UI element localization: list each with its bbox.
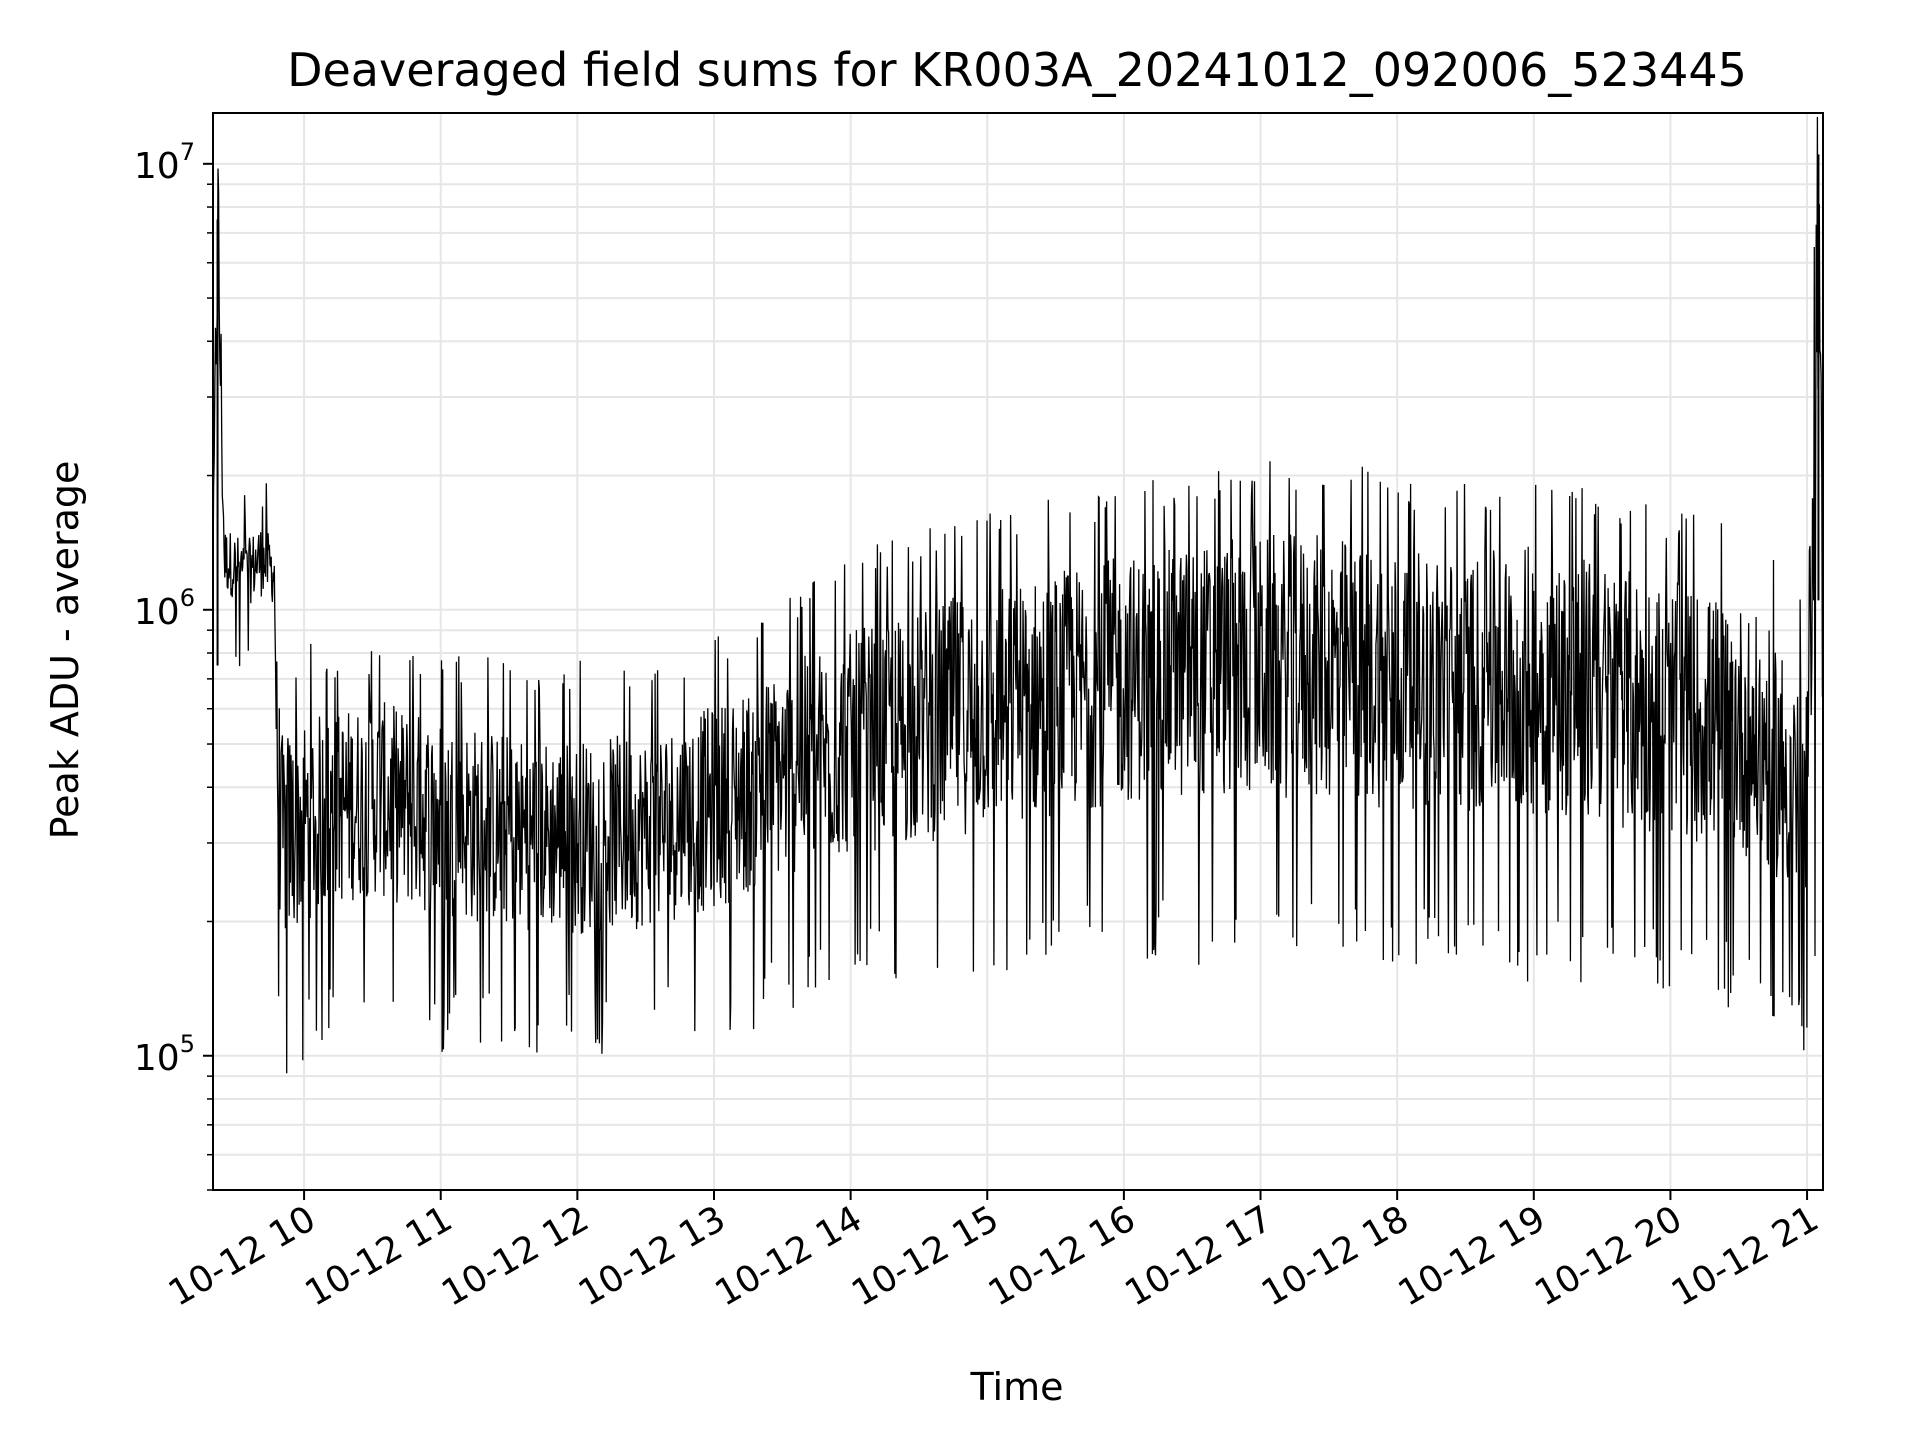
plot-frame xyxy=(212,112,1824,1191)
series-line xyxy=(212,116,1824,1074)
series-group xyxy=(212,116,1824,1074)
y-tick-label: 106 xyxy=(134,584,195,633)
x-axis-label: Time xyxy=(970,1365,1064,1409)
y-axis: 105 106 107 xyxy=(134,138,213,1191)
y-tick-label: 105 xyxy=(134,1030,195,1079)
y-axis-label: Peak ADU - average xyxy=(43,461,87,840)
y-tick-exponent: 7 xyxy=(180,138,195,166)
y-tick-label: 107 xyxy=(134,138,195,187)
y-tick-exponent: 5 xyxy=(180,1030,195,1058)
chart-title: Deaveraged field sums for KR003A_2024101… xyxy=(287,43,1747,97)
y-tick-exponent: 6 xyxy=(180,584,195,612)
